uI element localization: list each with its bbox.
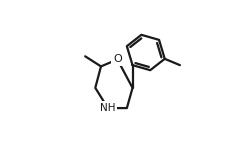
- Text: NH: NH: [100, 103, 116, 113]
- Text: O: O: [113, 54, 122, 64]
